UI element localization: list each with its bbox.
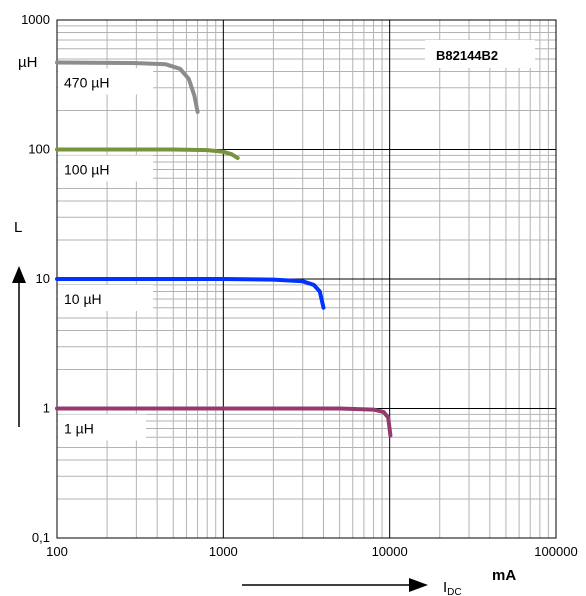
x-tick-labels: 100 1000 10000 100000 (46, 544, 578, 559)
series-label-box (58, 68, 153, 95)
series-label: 100 µH (64, 162, 109, 178)
y-tick-labels: 0,1 1 10 100 1000 (21, 12, 50, 545)
y-tick-label: 1000 (21, 12, 50, 27)
series-labels: 470 µH 100 µH 10 µH 1 µH (64, 74, 109, 436)
x-unit-label: mA (492, 567, 516, 584)
x-tick-label: 100 (46, 544, 68, 559)
series-label: 470 µH (64, 74, 109, 90)
series-line (55, 60, 200, 114)
series-line (55, 277, 326, 310)
x-axis-symbol-sub: DC (447, 587, 461, 596)
series-line (55, 147, 240, 160)
x-tick-label: 10000 (372, 544, 408, 559)
series-label-box (58, 285, 153, 311)
y-tick-label: 1 (43, 401, 50, 416)
series-label: 1 µH (64, 421, 94, 437)
y-tick-label: 100 (28, 142, 50, 157)
series-label-box (58, 414, 146, 441)
label-boxes (58, 68, 153, 441)
part-number: B82144B2 (436, 48, 498, 63)
y-unit-label: µH (18, 54, 37, 71)
y-tick-label: 0,1 (32, 530, 50, 545)
x-axis-symbol-main: I (443, 579, 447, 596)
x-tick-label: 1000 (209, 544, 238, 559)
series-label: 10 µH (64, 291, 102, 307)
y-axis-symbol: L (14, 219, 22, 236)
x-axis-symbol: IDC (443, 579, 462, 596)
part-number-box (425, 40, 535, 68)
x-axis-arrow-head (409, 578, 428, 592)
series-label-box (58, 155, 153, 182)
y-axis-arrow-head (12, 266, 26, 283)
series-lines (55, 60, 393, 438)
y-tick-label: 10 (36, 271, 50, 286)
series-line (55, 406, 393, 438)
x-tick-label: 100000 (534, 544, 577, 559)
